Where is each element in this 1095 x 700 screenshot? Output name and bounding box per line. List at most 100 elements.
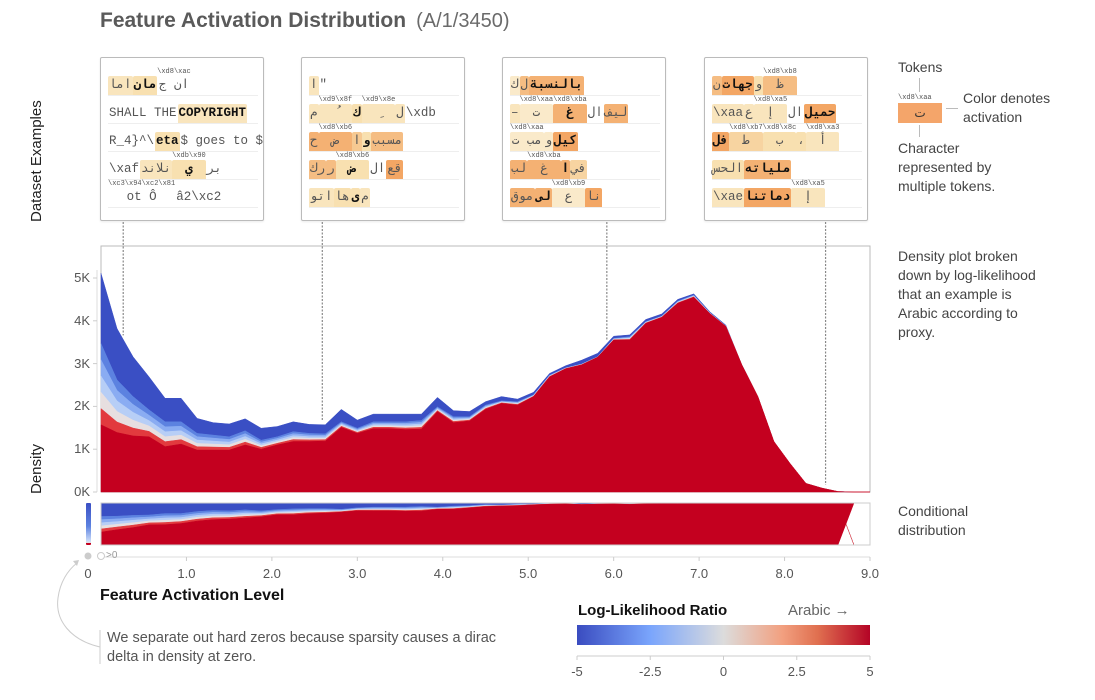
- x-tick-label: 7.0: [690, 566, 709, 581]
- token-bytes: \xd8\xb9: [551, 180, 586, 188]
- token: حميل: [804, 96, 837, 123]
- zero-bin-conditional: [86, 503, 91, 545]
- token: \xd8\xba غ: [527, 152, 561, 179]
- colorbar-tick-label: 5: [866, 664, 874, 679]
- example-card[interactable]: ك ل بالنسبة – \xd8\xaa ت \xd8\xba غ ال ليف \xd8\xa…: [502, 57, 666, 221]
- token: موق: [510, 180, 535, 207]
- token-text: اما: [108, 76, 133, 95]
- token-text: ظ: [763, 76, 797, 95]
- token-text: ال: [788, 106, 804, 120]
- token-text: إ: [753, 104, 788, 123]
- token: قع: [386, 152, 404, 179]
- density-note: Density plot broken down by log-likeliho…: [898, 248, 1036, 340]
- token-text: و: [543, 132, 554, 151]
- example-row: \xd8\xaa مب ت و كيل: [510, 124, 660, 152]
- token: \xd8\xa5 إ: [791, 180, 825, 207]
- curved-arrow: [57, 562, 101, 648]
- token: ال: [587, 96, 604, 123]
- example-card[interactable]: ن جهات و \xd8\xb8 ظ \xaa ع \xd8\xa5 إ ال حميل فل \xd…: [704, 57, 868, 221]
- example-row: – \xd8\xaa ت \xd8\xba غ ال ليف: [510, 96, 660, 124]
- example-row: R_4}^\ eta $ goes to $: [108, 124, 263, 152]
- token: \xd8\xa5 إ: [753, 96, 788, 123]
- token-text: ر: [326, 160, 336, 179]
- token-bytes: \xdb\x90: [172, 152, 206, 160]
- token: \xd8\xaa مب ت: [510, 124, 544, 151]
- x-tick-label: 5.0: [519, 566, 538, 581]
- token: بالنسبة: [529, 68, 584, 95]
- token: \xae: [712, 180, 745, 207]
- hard-zero-note: We separate out hard zeros because spars…: [107, 630, 497, 665]
- token-text: ك: [510, 76, 520, 95]
- token: ل: [395, 96, 405, 123]
- token-text: ا: [309, 76, 319, 95]
- token-bytes: \xd8\xa5: [753, 96, 788, 104]
- token: \xd8\xba غ: [553, 96, 587, 123]
- example-row: م\xd9\x8fُك\xd9\x8eِل\xdb: [309, 96, 459, 124]
- token-text: جهات: [721, 76, 754, 95]
- token-text: ن: [712, 76, 722, 95]
- token-text: SHALL THE: [109, 106, 177, 120]
- token: رك: [309, 152, 327, 179]
- token: ": [319, 68, 329, 95]
- example-row: الحس ملياته: [712, 152, 862, 180]
- y-tick-label: 3K: [74, 355, 90, 371]
- nonzero-label: >0: [106, 550, 118, 561]
- token: مسبب: [371, 124, 404, 151]
- x-tick-label: 6.0: [604, 566, 623, 581]
- token-text: ي: [172, 160, 206, 179]
- token-text: م: [309, 104, 319, 123]
- token-text: موق: [510, 188, 535, 207]
- token-bytes: \xc3\x94\xc2\x81: [108, 180, 176, 188]
- token-text: مب ت: [510, 132, 544, 151]
- token-text: ب: [762, 132, 797, 151]
- token: ال: [369, 152, 386, 179]
- token-text: لى: [534, 188, 552, 207]
- colorbar: [577, 625, 870, 645]
- token: اتو: [309, 180, 334, 207]
- example-row: \xc3\x94\xc2\x81 ot Ô â2\xc2: [108, 180, 258, 208]
- token-text: ى: [350, 188, 361, 207]
- token-text: كيل: [553, 132, 578, 151]
- token: \xaf: [108, 152, 140, 179]
- token: â2\xc2: [175, 180, 222, 207]
- token-text: $ goes to $: [180, 134, 264, 148]
- token: ح: [309, 124, 319, 151]
- token: نلاند: [140, 152, 173, 179]
- x-tick-label: 4.0: [433, 566, 452, 581]
- y-tick-label: 4K: [74, 312, 90, 328]
- y-tick-label: 1K: [74, 441, 90, 457]
- token-bytes: \xd8\xb6: [335, 152, 370, 160]
- token: \xdb: [405, 96, 437, 123]
- token: \xd8\xac ان ج: [157, 68, 191, 95]
- token-text: قع: [386, 160, 404, 179]
- token-text: COPYRIGHT: [177, 104, 248, 123]
- example-card[interactable]: اما مان \xd8\xac ان ج SHALL THE COPYRIGHT R_4…: [100, 57, 264, 221]
- example-row: \xae دماتنا \xd8\xa5 إ: [712, 180, 862, 208]
- token: دماتنا: [744, 180, 792, 207]
- token: ملياته: [744, 152, 792, 179]
- area-llr-high: [100, 296, 870, 493]
- token-text: ع: [551, 188, 586, 207]
- example-card[interactable]: ا"م\xd9\x8fُك\xd9\x8eِل\xdbح\xd8\xb6ضاوم…: [301, 57, 465, 221]
- x-tick-label: 2.0: [262, 566, 281, 581]
- token-text: رك: [309, 160, 327, 179]
- token-text: –: [510, 104, 520, 123]
- token-text: غ: [527, 160, 561, 179]
- token: ها: [333, 180, 351, 207]
- token-text: ض: [318, 132, 353, 151]
- token: R_4}^\: [108, 124, 155, 151]
- token: ،: [796, 124, 806, 151]
- token-text: دماتنا: [744, 188, 792, 207]
- tokens-label: Tokens: [898, 59, 943, 75]
- title-text: Feature Activation Distribution: [100, 9, 407, 32]
- token-text: ح: [309, 132, 319, 151]
- color-activation-label: Color denotes activation: [963, 90, 1051, 125]
- token-text: في: [570, 160, 588, 179]
- token-bytes: \xd9\x8e: [361, 96, 396, 104]
- token-text: \xaa: [712, 104, 745, 123]
- token-text: مان: [132, 76, 158, 95]
- token-text: و: [753, 76, 764, 95]
- token-text: R_4}^\: [109, 134, 155, 148]
- token-text: ال: [370, 162, 386, 176]
